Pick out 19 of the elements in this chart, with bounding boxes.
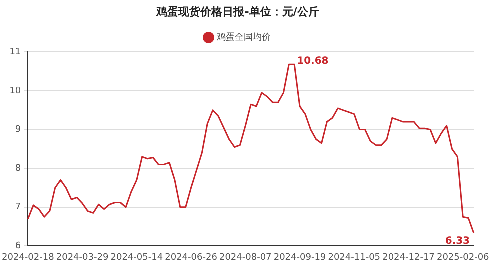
chart-title: 鸡蛋现货价格日报-单位：元/公斤 bbox=[156, 5, 320, 18]
x-tick-label: 2024-02-18 bbox=[2, 252, 55, 263]
x-tick-label: 2024-06-26 bbox=[165, 252, 218, 263]
x-tick-label: 2024-12-17 bbox=[382, 252, 435, 263]
legend-label: 鸡蛋全国均价 bbox=[216, 32, 271, 44]
y-tick-label: 6 bbox=[15, 242, 22, 252]
x-tick-label: 2024-11-05 bbox=[328, 252, 381, 263]
y-tick-label: 7 bbox=[15, 202, 22, 213]
x-tick-label: 2024-08-07 bbox=[219, 252, 272, 263]
y-tick-label: 9 bbox=[15, 125, 22, 136]
y-tick-label: 8 bbox=[15, 164, 22, 174]
y-tick-label: 10 bbox=[10, 86, 22, 96]
x-tick-label: 2024-09-19 bbox=[274, 252, 326, 263]
x-tick-label: 2024-05-14 bbox=[110, 252, 164, 263]
y-tick-label: 11 bbox=[10, 48, 22, 58]
data-label: 10.68 bbox=[297, 56, 329, 68]
x-tick-label: 2025-02-06 bbox=[436, 252, 490, 263]
x-tick-label: 2024-03-29 bbox=[56, 252, 109, 263]
data-label: 6.33 bbox=[445, 236, 470, 247]
